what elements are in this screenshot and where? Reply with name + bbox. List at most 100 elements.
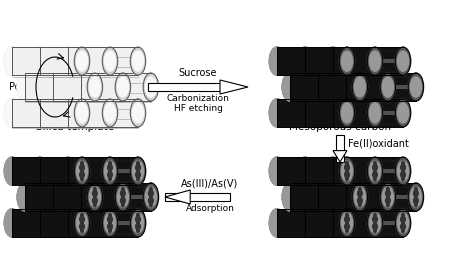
Ellipse shape [151, 191, 153, 196]
Ellipse shape [410, 77, 421, 97]
Ellipse shape [398, 161, 409, 181]
Ellipse shape [60, 209, 76, 237]
Ellipse shape [297, 209, 313, 237]
Ellipse shape [60, 47, 76, 75]
Ellipse shape [93, 202, 96, 207]
Ellipse shape [346, 165, 349, 170]
Ellipse shape [325, 99, 341, 127]
Polygon shape [333, 151, 347, 162]
Ellipse shape [413, 198, 416, 203]
Bar [305, 157, 341, 185]
Ellipse shape [385, 191, 388, 196]
Ellipse shape [282, 183, 298, 211]
Bar [12, 47, 82, 75]
Bar [68, 47, 138, 75]
Bar [277, 111, 347, 115]
Bar [40, 169, 110, 173]
Ellipse shape [401, 165, 403, 170]
Bar [333, 157, 403, 185]
Bar [68, 99, 138, 127]
Ellipse shape [146, 77, 156, 97]
Ellipse shape [325, 47, 341, 75]
Ellipse shape [269, 47, 285, 75]
Bar [277, 47, 347, 75]
Bar [148, 83, 220, 91]
Ellipse shape [388, 198, 390, 203]
Bar [290, 183, 326, 211]
Bar [305, 47, 341, 75]
Text: Adsorption: Adsorption [185, 204, 235, 213]
Ellipse shape [137, 172, 140, 177]
Ellipse shape [17, 183, 33, 211]
Bar [12, 221, 82, 225]
Ellipse shape [282, 73, 298, 101]
Ellipse shape [92, 198, 95, 203]
Bar [305, 99, 341, 127]
Ellipse shape [137, 213, 139, 218]
Bar [25, 183, 95, 211]
Ellipse shape [87, 183, 102, 211]
Bar [12, 209, 48, 237]
Ellipse shape [150, 195, 152, 199]
Ellipse shape [355, 77, 365, 97]
Ellipse shape [297, 209, 313, 237]
Bar [290, 183, 360, 211]
Ellipse shape [269, 99, 285, 127]
Ellipse shape [374, 172, 377, 177]
Ellipse shape [374, 224, 377, 229]
Ellipse shape [80, 217, 82, 222]
Ellipse shape [416, 198, 418, 203]
Bar [333, 59, 403, 63]
Ellipse shape [121, 187, 124, 192]
Bar [346, 73, 416, 101]
Ellipse shape [137, 217, 140, 222]
Bar [12, 157, 82, 185]
Ellipse shape [109, 176, 111, 181]
Bar [333, 111, 403, 115]
Ellipse shape [130, 99, 146, 127]
Ellipse shape [374, 165, 377, 170]
Bar [305, 59, 375, 63]
Ellipse shape [104, 161, 116, 181]
Ellipse shape [341, 161, 353, 181]
Bar [68, 157, 104, 185]
Bar [346, 73, 382, 101]
Ellipse shape [45, 183, 61, 211]
Ellipse shape [4, 47, 20, 75]
Bar [81, 73, 117, 101]
Ellipse shape [130, 157, 146, 185]
Ellipse shape [4, 99, 20, 127]
Ellipse shape [401, 224, 403, 229]
Ellipse shape [401, 172, 403, 177]
Ellipse shape [297, 47, 313, 75]
Text: Mesoporous carbon: Mesoporous carbon [289, 122, 391, 132]
Bar [68, 47, 104, 75]
Bar [68, 169, 138, 173]
Ellipse shape [82, 224, 84, 229]
Ellipse shape [132, 103, 144, 123]
Ellipse shape [149, 202, 152, 207]
Ellipse shape [74, 157, 90, 185]
Ellipse shape [136, 217, 138, 222]
Bar [68, 99, 104, 127]
Ellipse shape [310, 183, 326, 211]
Text: Pores: Pores [9, 82, 35, 92]
Bar [12, 157, 48, 185]
Bar [336, 135, 344, 162]
Ellipse shape [118, 187, 128, 207]
Ellipse shape [137, 224, 140, 229]
Ellipse shape [143, 73, 159, 101]
Ellipse shape [60, 157, 76, 185]
Ellipse shape [109, 172, 112, 177]
Ellipse shape [123, 198, 125, 203]
Ellipse shape [325, 209, 341, 237]
Ellipse shape [346, 172, 349, 177]
Bar [277, 59, 347, 63]
Ellipse shape [94, 195, 96, 199]
Ellipse shape [408, 183, 424, 211]
Bar [277, 47, 313, 75]
Ellipse shape [45, 73, 61, 101]
Ellipse shape [81, 213, 83, 218]
Bar [305, 111, 375, 115]
Ellipse shape [4, 157, 20, 185]
